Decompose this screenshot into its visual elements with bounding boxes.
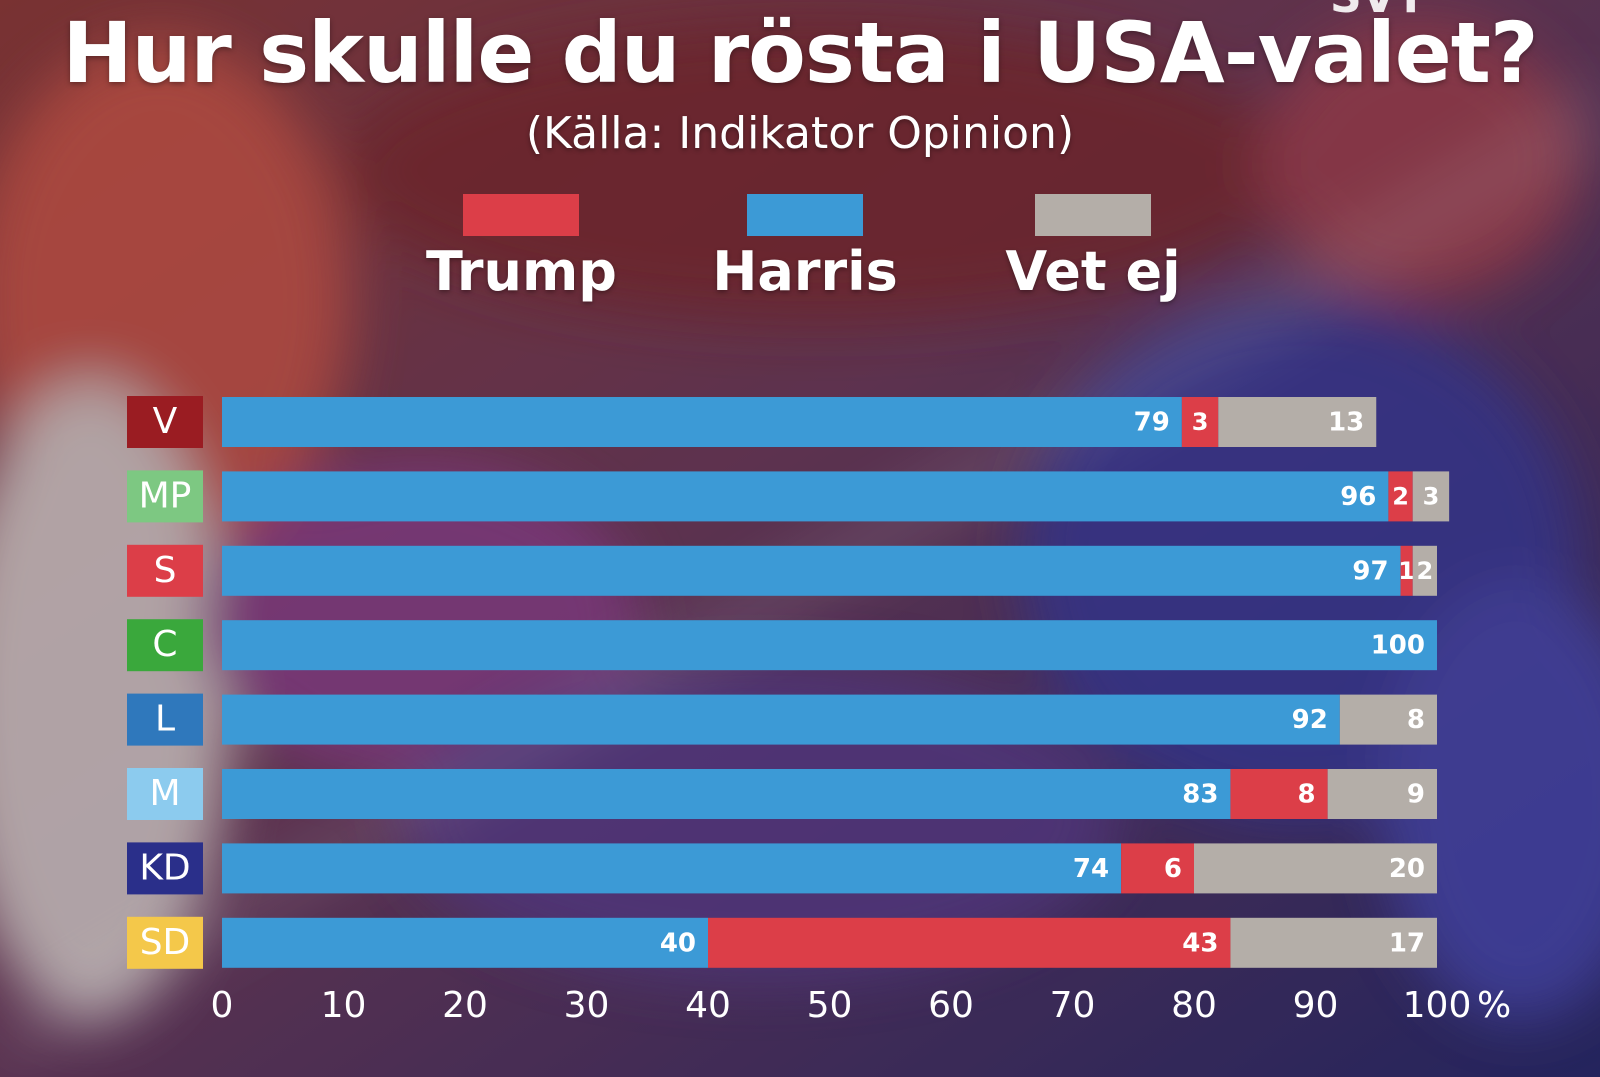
bar-trump-sd (708, 917, 1231, 968)
party-label-v: V (153, 401, 178, 442)
legend-label-harris: Harris (712, 240, 898, 303)
bar-vet-ej-v (1218, 397, 1377, 447)
bar-harris-c (222, 620, 1437, 671)
party-label-c: C (152, 624, 177, 665)
bar-vet-ej-sd (1230, 917, 1437, 968)
x-tick-label-40: 40 (685, 985, 731, 1026)
party-label-s: S (154, 550, 177, 591)
legend-swatch-trump (463, 194, 579, 236)
party-badge-m (127, 768, 203, 820)
data-label-vet-ej-mp: 3 (1423, 482, 1440, 510)
data-label-harris-kd: 74 (1073, 854, 1109, 884)
party-label-l: L (155, 699, 175, 740)
data-label-vet-ej-kd: 20 (1389, 854, 1425, 884)
legend-swatch-harris (747, 194, 863, 236)
x-tick-label-10: 10 (321, 985, 367, 1026)
data-label-trump-mp: 2 (1392, 482, 1409, 510)
party-badge-l (127, 693, 203, 746)
data-label-vet-ej-m: 9 (1407, 780, 1425, 810)
party-badge-v (127, 396, 203, 448)
bar-harris-kd (222, 843, 1122, 894)
data-label-trump-kd: 6 (1164, 854, 1182, 884)
x-tick-label-80: 80 (1171, 985, 1217, 1026)
party-label-kd: KD (139, 847, 190, 888)
data-label-harris-s: 97 (1352, 556, 1388, 586)
x-tick-label-50: 50 (807, 985, 853, 1026)
party-label-m: M (149, 773, 180, 814)
party-badge-kd (127, 842, 203, 895)
data-label-trump-s: 1 (1398, 557, 1415, 585)
x-tick-label-30: 30 (564, 985, 610, 1026)
data-label-vet-ej-sd: 17 (1389, 928, 1425, 958)
bar-harris-l (222, 694, 1340, 745)
chart-title: Hur skulle du rösta i USA-valet? (62, 4, 1538, 102)
party-label-mp: MP (139, 475, 192, 516)
data-label-harris-v: 79 (1134, 408, 1170, 438)
legend-item-trump: Trump (426, 194, 617, 303)
data-label-harris-c: 100 (1371, 631, 1425, 661)
party-badge-s (127, 544, 203, 597)
data-label-trump-sd: 43 (1182, 928, 1218, 958)
party-label-sd: SD (140, 922, 191, 963)
bar-trump-kd (1121, 843, 1194, 894)
data-label-harris-m: 83 (1182, 780, 1218, 810)
bar-trump-mp (1388, 471, 1413, 522)
x-tick-label-0: 0 (211, 985, 234, 1026)
x-tick-label-70: 70 (1050, 985, 1096, 1026)
bar-vet-ej-kd (1194, 843, 1437, 894)
x-tick-label-100: 100 (1403, 985, 1472, 1026)
bar-vet-ej-mp (1412, 471, 1450, 522)
data-label-harris-mp: 96 (1340, 482, 1376, 512)
data-label-trump-v: 3 (1192, 408, 1209, 436)
data-label-vet-ej-l: 8 (1407, 705, 1425, 735)
corner-logo-text: SVT (1330, 0, 1426, 23)
legend-item-vet-ej: Vet ej (998, 194, 1188, 303)
data-label-vet-ej-s: 2 (1416, 557, 1433, 585)
bar-harris-m (222, 769, 1231, 819)
x-tick-label-90: 90 (1293, 985, 1339, 1026)
data-label-harris-l: 92 (1292, 705, 1328, 735)
bar-harris-s (222, 545, 1401, 596)
legend-label-trump: Trump (426, 240, 617, 303)
bar-harris-sd (222, 917, 708, 968)
legend-label-vet-ej: Vet ej (1005, 240, 1181, 303)
bar-vet-ej-l (1339, 694, 1437, 745)
bar-vet-ej-m (1327, 769, 1437, 819)
bar-vet-ej-s (1412, 545, 1437, 596)
bar-harris-v (222, 397, 1182, 447)
legend-swatch-vet-ej (1035, 194, 1151, 236)
bar-harris-mp (222, 471, 1389, 522)
data-label-harris-sd: 40 (660, 928, 696, 958)
bar-trump-m (1230, 769, 1328, 819)
party-badge-mp (127, 470, 203, 523)
bar-trump-s (1400, 545, 1413, 596)
x-tick-label-20: 20 (442, 985, 488, 1026)
x-tick-label-60: 60 (928, 985, 974, 1026)
chart-subtitle: (Källa: Indikator Opinion) (525, 108, 1075, 159)
party-badge-c (127, 619, 203, 672)
legend-item-harris: Harris (710, 194, 900, 303)
data-label-trump-m: 8 (1298, 780, 1316, 810)
bar-trump-v (1181, 397, 1219, 447)
data-label-vet-ej-v: 13 (1328, 408, 1364, 438)
party-badge-sd (127, 916, 203, 969)
x-axis-unit: % (1477, 985, 1511, 1026)
